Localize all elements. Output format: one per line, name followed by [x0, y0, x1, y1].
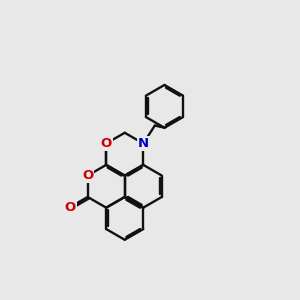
Text: N: N — [138, 137, 149, 150]
Text: O: O — [82, 169, 93, 182]
Text: O: O — [100, 137, 112, 150]
Text: O: O — [64, 201, 76, 214]
